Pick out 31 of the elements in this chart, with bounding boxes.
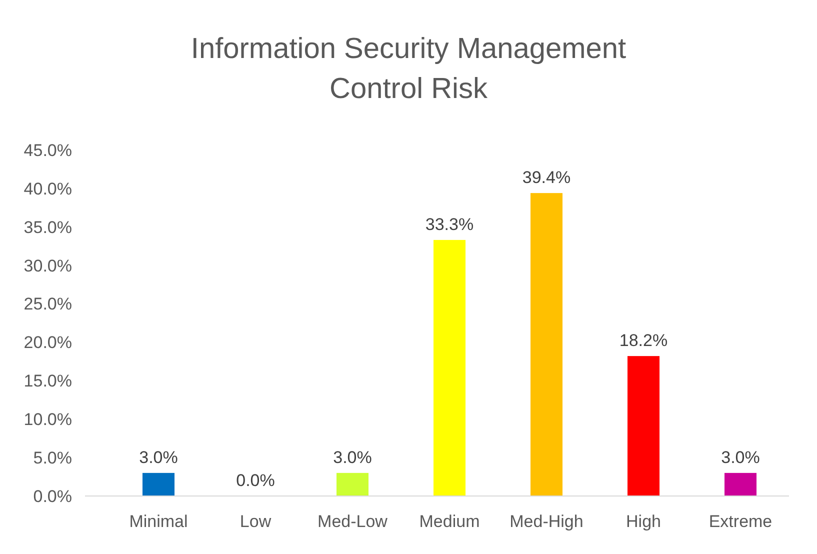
y-tick-label: 45.0% bbox=[24, 140, 72, 160]
data-label: 18.2% bbox=[619, 331, 668, 350]
x-tick-label: High bbox=[626, 512, 661, 531]
data-label: 0.0% bbox=[236, 471, 275, 490]
y-tick-label: 40.0% bbox=[24, 179, 72, 198]
x-tick-label: Low bbox=[240, 512, 272, 531]
bar bbox=[433, 240, 466, 496]
x-tick-label: Med-Low bbox=[318, 512, 388, 531]
bar bbox=[724, 472, 757, 496]
x-tick-label: Medium bbox=[419, 512, 480, 531]
y-tick-label: 10.0% bbox=[24, 410, 72, 430]
data-label: 33.3% bbox=[425, 214, 474, 234]
y-tick-label: 35.0% bbox=[24, 218, 72, 237]
bar bbox=[627, 356, 660, 496]
data-label: 3.0% bbox=[139, 448, 178, 467]
data-label: 3.0% bbox=[721, 448, 760, 467]
bar bbox=[336, 472, 369, 496]
y-tick-label: 5.0% bbox=[33, 448, 72, 468]
y-tick-label: 15.0% bbox=[24, 372, 72, 391]
y-tick-label: 30.0% bbox=[24, 256, 72, 276]
chart-title: Information Security Management Control Risk bbox=[190, 33, 626, 105]
y-tick-label: 25.0% bbox=[24, 294, 72, 314]
y-tick-label: 20.0% bbox=[24, 333, 72, 352]
bar bbox=[530, 193, 563, 496]
bar bbox=[142, 472, 175, 496]
y-tick-label: 0.0% bbox=[33, 486, 72, 506]
data-label: 39.4% bbox=[522, 168, 571, 188]
x-tick-label: Med-High bbox=[510, 512, 584, 531]
data-label: 3.0% bbox=[333, 448, 372, 467]
x-tick-label: Extreme bbox=[708, 512, 772, 531]
x-tick-label: Minimal bbox=[129, 512, 188, 531]
